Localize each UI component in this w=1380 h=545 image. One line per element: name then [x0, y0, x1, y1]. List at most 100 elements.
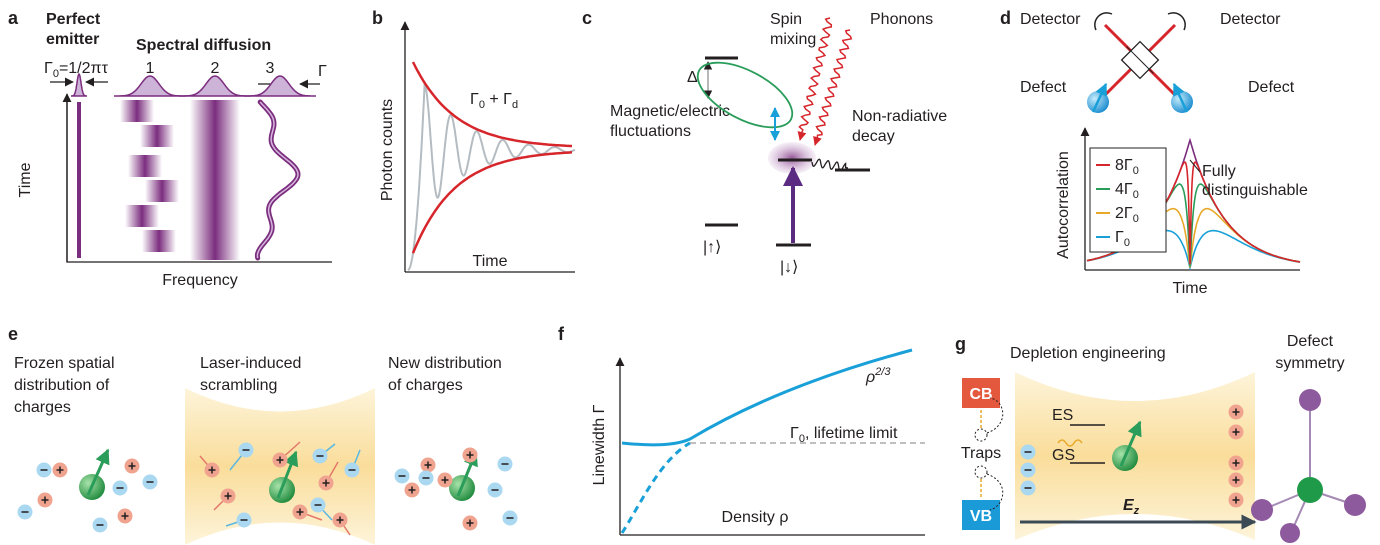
panel-label: d: [1000, 8, 1011, 28]
legend-symbol: 8Γ: [1115, 157, 1133, 174]
x-axis-label: Frequency: [162, 272, 238, 289]
annotation: Fully: [1202, 163, 1236, 180]
x-axis-label: Time: [1173, 280, 1208, 297]
spectral-jump: [140, 125, 174, 147]
phonon-arrow: [813, 29, 853, 146]
case-label: 3: [266, 60, 275, 77]
spectra: [71, 73, 316, 97]
annotation: distinguishable: [1202, 182, 1308, 199]
heading: emitter: [46, 31, 99, 48]
broadened-band: [190, 100, 240, 260]
caption: scrambling: [200, 377, 277, 394]
x-axis-label: Density ρ: [722, 509, 789, 526]
panel-label: c: [582, 8, 592, 28]
atom: [1251, 499, 1273, 521]
superscript: 2/3: [874, 366, 891, 378]
caption: symmetry: [1275, 355, 1344, 372]
heading: Spectral diffusion: [136, 37, 271, 54]
symbol: E: [1123, 497, 1135, 514]
envelope-lower: [411, 151, 573, 254]
legend-label: Γ0: [1115, 229, 1130, 249]
legend-label: 2Γ0: [1115, 205, 1139, 225]
caption: New distribution: [388, 355, 502, 372]
legend-subscript: 0: [1133, 189, 1139, 201]
limit-text: , lifetime limit: [805, 425, 898, 442]
spin-mixing-loop: [696, 61, 794, 129]
limit-label: Γ0, lifetime limit: [790, 425, 898, 445]
caption: Defect: [1287, 333, 1334, 350]
spectrum: [71, 73, 87, 97]
band-label: CB: [969, 386, 992, 403]
excitation-wave: [1057, 439, 1083, 447]
case-label: 2: [211, 60, 220, 77]
level-label: GS: [1052, 447, 1075, 464]
spectral-jumps: [120, 100, 179, 252]
subscript: z: [1133, 505, 1140, 517]
wandering-line: [254, 99, 301, 261]
trap: [974, 465, 988, 479]
level-label: ES: [1052, 407, 1073, 424]
subscript: 0: [479, 99, 485, 111]
trap-path: [986, 473, 1004, 511]
y-axis-label: Photon counts: [379, 99, 396, 201]
caption: of charges: [388, 377, 463, 394]
legend-subscript: 0: [1133, 213, 1139, 225]
device-label: Defect: [1020, 79, 1067, 96]
annotation: fluctuations: [610, 123, 691, 140]
spectral-jump: [125, 205, 159, 227]
state-label: |↑⟩: [703, 239, 721, 256]
defect-atom: [1297, 477, 1323, 503]
phonon-arrow: [797, 17, 833, 141]
legend-symbol: 2Γ: [1115, 205, 1133, 222]
subscript: d: [512, 99, 518, 111]
trap: [974, 428, 988, 442]
annotation: Phonons: [870, 11, 933, 28]
spin-arrow: [1091, 82, 1108, 113]
detector: [1167, 12, 1186, 31]
subscript: 0: [799, 433, 805, 445]
atom: [1280, 523, 1300, 543]
panel-d: d Detector Detector Defect Defect 8Γ04Γ0…: [1000, 8, 1308, 297]
y-axis-label: Autocorrelation: [1055, 151, 1072, 259]
caption: Frozen spatial: [14, 355, 115, 372]
case-label: 1: [146, 60, 155, 77]
field-label: Ez: [1123, 497, 1140, 517]
symbol: Γ: [44, 60, 53, 77]
symbol: Γ: [790, 425, 799, 442]
subscript: 0: [53, 68, 59, 80]
charges: [1020, 404, 1244, 508]
band-label: VB: [970, 508, 992, 525]
y-axis-label: Time: [17, 162, 34, 197]
excited-glow: [768, 142, 816, 174]
linewidth-curve-ideal: [620, 441, 691, 534]
charges: [17, 441, 518, 536]
trap-path: [986, 397, 1004, 434]
photon-trace: [407, 81, 576, 271]
annotation: Spin: [770, 11, 802, 28]
atom: [1299, 389, 1321, 411]
x-axis-label: Time: [473, 253, 508, 270]
panel-c: c Spin mixing Phonons Δ Magnetic/electri…: [582, 8, 947, 276]
spectral-jump: [145, 180, 179, 202]
y-axis-label: Linewidth Γ: [591, 404, 608, 485]
spectral-jump: [128, 155, 162, 177]
spin-arrow: [86, 448, 110, 496]
emitter-line: [77, 102, 81, 258]
splitting-label: Δ: [687, 69, 698, 86]
spectral-jump: [142, 230, 176, 252]
envelope-upper: [411, 61, 572, 148]
heading: Perfect: [46, 11, 101, 28]
spin-arrow: [276, 450, 299, 499]
legend-subscript: 0: [1124, 237, 1130, 249]
panel-f: f ρ2/3 Γ0, lifetime limit Linewidth Γ De…: [558, 324, 925, 536]
envelope-label: Γ0 + Γd: [470, 91, 518, 111]
caption: Depletion engineering: [1010, 345, 1166, 362]
spin-arrow: [1172, 82, 1189, 113]
spectrum: [114, 75, 186, 97]
trap-label: Traps: [961, 445, 1001, 462]
spin-arrow: [1119, 420, 1142, 467]
legend-symbol: Γ: [1115, 229, 1124, 246]
annotation: mixing: [770, 31, 816, 48]
